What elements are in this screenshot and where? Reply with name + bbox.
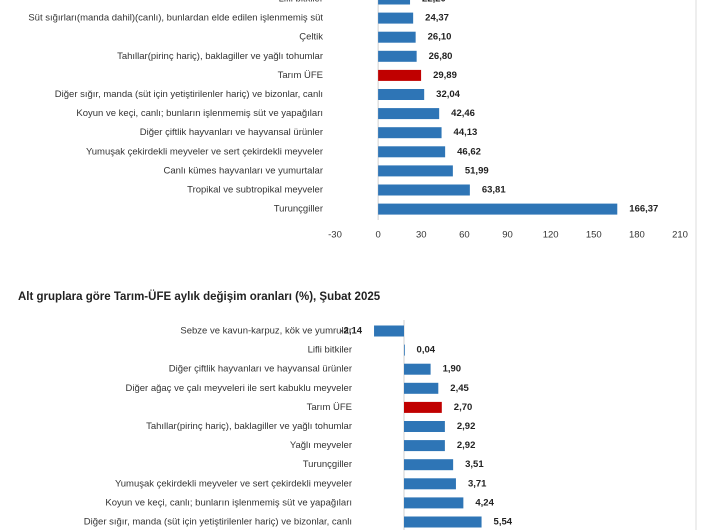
x-tick-label: 120: [543, 230, 559, 241]
bar: [378, 203, 618, 215]
value-label: 63,81: [482, 185, 506, 196]
category-label: Turunçgiller: [303, 459, 352, 470]
category-label: Diğer sığır, manda (süt için yetiştirile…: [55, 89, 323, 100]
bar: [378, 127, 442, 139]
category-label: Tarım ÜFE: [307, 402, 352, 413]
bar: [378, 89, 425, 100]
x-tick-label: 60: [459, 230, 470, 241]
category-label: Diğer ağaç ve çalı meyveleri ile sert ka…: [125, 383, 352, 394]
bar: [404, 421, 445, 432]
value-label: 29,89: [433, 70, 457, 81]
category-label: Çeltik: [299, 32, 323, 43]
category-label: Lifli bitkiler: [308, 345, 352, 356]
category-label: Yumuşak çekirdekli meyveler ve sert çeki…: [115, 478, 352, 489]
value-label: -2,14: [340, 326, 362, 337]
category-label: Sebze ve kavun-karpuz, kök ve yumrular: [180, 326, 352, 337]
x-tick-label: 150: [586, 230, 602, 241]
bar: [404, 497, 464, 509]
value-label: 26,10: [428, 32, 452, 43]
category-label: Tarım ÜFE: [278, 70, 323, 81]
category-label: Tropikal ve subtropikal meyveler: [187, 185, 323, 196]
value-label: 32,04: [436, 89, 460, 100]
bar: [378, 108, 440, 120]
bar: [378, 0, 411, 5]
bar: [378, 50, 417, 62]
bar: [374, 325, 404, 337]
category-label: Koyun ve keçi, canlı; bunların işlenmemi…: [105, 497, 352, 508]
x-tick-label: 210: [672, 230, 688, 241]
category-label: Diğer çiftlik hayvanları ve hayvansal ür…: [140, 127, 323, 138]
bar: [404, 382, 439, 394]
category-label: Yağlı meyveler: [290, 440, 352, 451]
category-label: Turunçgiller: [274, 204, 323, 215]
value-label: 3,51: [465, 459, 484, 470]
category-label: Koyun ve keçi, canlı; bunların işlenmemi…: [76, 108, 323, 119]
x-tick-label: 0: [375, 230, 380, 241]
value-label: 3,71: [468, 478, 487, 489]
value-label: 26,80: [429, 51, 453, 62]
bar: [404, 459, 454, 471]
bar: [404, 344, 405, 356]
x-tick-label: 30: [416, 230, 427, 241]
value-label: 51,99: [465, 165, 489, 176]
value-label: 5,54: [494, 517, 513, 528]
value-label: 24,37: [425, 13, 449, 24]
value-label: 2,92: [457, 421, 476, 432]
category-label: Canlı kümes hayvanları ve yumurtalar: [164, 165, 323, 176]
category-label: Tahıllar(pirinç hariç), baklagiller ve y…: [117, 51, 323, 62]
category-label: Süt sığırları(manda dahil)(canlı), bunla…: [28, 13, 323, 24]
bar: [378, 69, 422, 81]
bar: [404, 478, 456, 490]
bar: [378, 165, 453, 177]
bar: [404, 401, 442, 413]
value-label: 46,62: [457, 146, 481, 157]
category-label: Yumuşak çekirdekli meyveler ve sert çeki…: [86, 146, 323, 157]
value-label: 2,70: [454, 402, 473, 413]
bar: [378, 12, 414, 24]
bar: [404, 363, 431, 375]
category-label: Diğer sığır, manda (süt için yetiştirile…: [84, 517, 352, 528]
value-label: 44,13: [454, 127, 478, 138]
value-label: 2,92: [457, 440, 476, 451]
value-label: 166,37: [629, 204, 658, 215]
value-label: 4,24: [475, 497, 494, 508]
category-label: Diğer çiftlik hayvanları ve hayvansal ür…: [169, 364, 352, 375]
bar: [378, 184, 470, 196]
x-tick-label: 180: [629, 230, 645, 241]
category-label: Lifli bitkiler: [279, 0, 323, 5]
category-label: Tahıllar(pirinç hariç), baklagiller ve y…: [146, 421, 352, 432]
bar: [404, 516, 482, 528]
x-tick-label: -30: [328, 230, 342, 241]
value-label: 0,04: [417, 345, 436, 356]
value-label: 1,90: [443, 364, 462, 375]
bar: [404, 440, 445, 452]
chart-title: Alt gruplara göre Tarım-ÜFE aylık değişi…: [18, 290, 381, 303]
bar: [378, 146, 446, 158]
value-label: 22,20: [422, 0, 446, 5]
value-label: 2,45: [450, 383, 469, 394]
value-label: 42,46: [451, 108, 475, 119]
bar: [378, 31, 416, 43]
x-tick-label: 90: [502, 230, 513, 241]
